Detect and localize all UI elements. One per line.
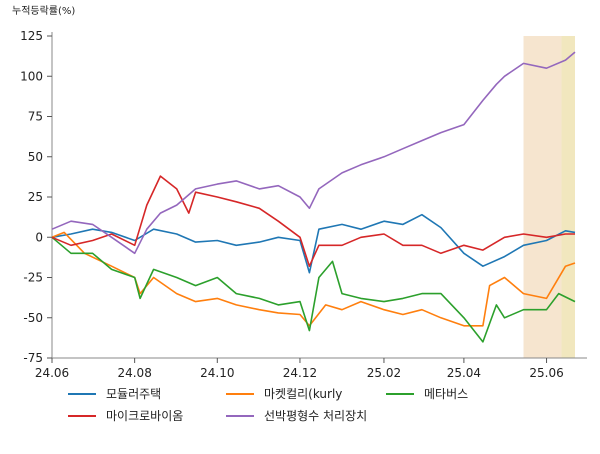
y-tick-label: 25 [28,190,43,204]
shaded-region-0 [523,36,562,358]
y-tick-label: -50 [23,311,43,325]
legend-label-1: 마켓컬리(kurly [264,387,342,401]
x-tick-label: 24.06 [35,366,69,380]
y-tick-label: -25 [23,271,43,285]
shaded-region-1 [561,36,575,358]
y-tick-label: 50 [28,150,43,164]
series-line-2 [51,236,576,343]
legend-label-2: 메타버스 [424,387,468,401]
x-tick-label: 25.06 [529,366,563,380]
x-tick-label: 24.10 [200,366,234,380]
shaded-regions [523,36,575,358]
x-tick-label: 25.02 [367,366,401,380]
series-line-1 [51,231,576,327]
y-tick-label: -75 [23,351,43,365]
x-tick-label: 25.04 [447,366,481,380]
y-tick-label: 100 [20,69,43,83]
series-lines [51,51,576,343]
axes: -75 -50 -25 0 25 50 75 100 125 24.06 24.08 24.10 24.… [20,29,587,380]
series-line-4 [51,51,576,255]
y-tick-label: 0 [35,230,43,244]
y-axis-label: 누적등락률(%) [12,5,75,17]
legend-label-3: 마이크로바이옴 [106,409,183,423]
x-tick-label: 24.12 [283,366,317,380]
legend-label-0: 모듈러주택 [106,387,161,401]
y-tick-label: 125 [20,29,43,43]
series-line-3 [51,175,575,267]
legend-label-4: 선박평형수 처리장치 [264,409,367,423]
y-tick-label: 75 [28,110,43,124]
x-tick-label: 24.08 [117,366,151,380]
